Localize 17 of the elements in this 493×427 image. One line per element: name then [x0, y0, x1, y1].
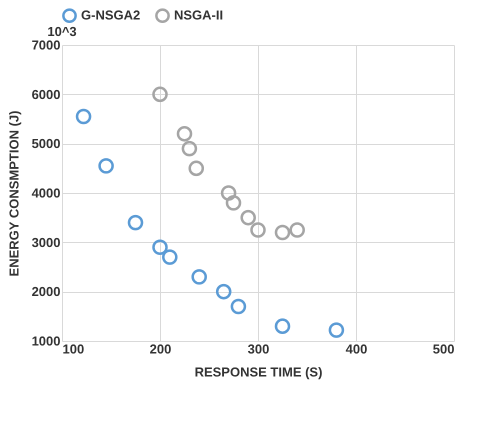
y-tick-label: 5000 [32, 136, 60, 152]
x-tick-label: 500 [432, 342, 454, 356]
x-tick-label: 100 [62, 342, 84, 356]
x-tick-label: 300 [248, 342, 270, 356]
x-tick-label: 200 [150, 342, 172, 356]
y-tick-label: 2000 [32, 284, 60, 300]
y-tick-label: 1000 [32, 334, 60, 348]
text: 10^3 [47, 24, 77, 39]
y-tick-label: 3000 [32, 234, 60, 250]
y-tick-label: 7000 [32, 38, 60, 52]
y-tick-label: 6000 [32, 86, 60, 102]
x-axis-title: RESPONSE TIME (S) [194, 364, 322, 380]
y-axis-title: ENERGY CONSMPTION (J) [6, 110, 22, 276]
legend-label: NSGA-II [174, 8, 224, 23]
x-tick-label: 400 [346, 342, 368, 356]
y-tick-label: 4000 [32, 186, 60, 200]
legend-label: G-NSGA2 [81, 8, 140, 23]
